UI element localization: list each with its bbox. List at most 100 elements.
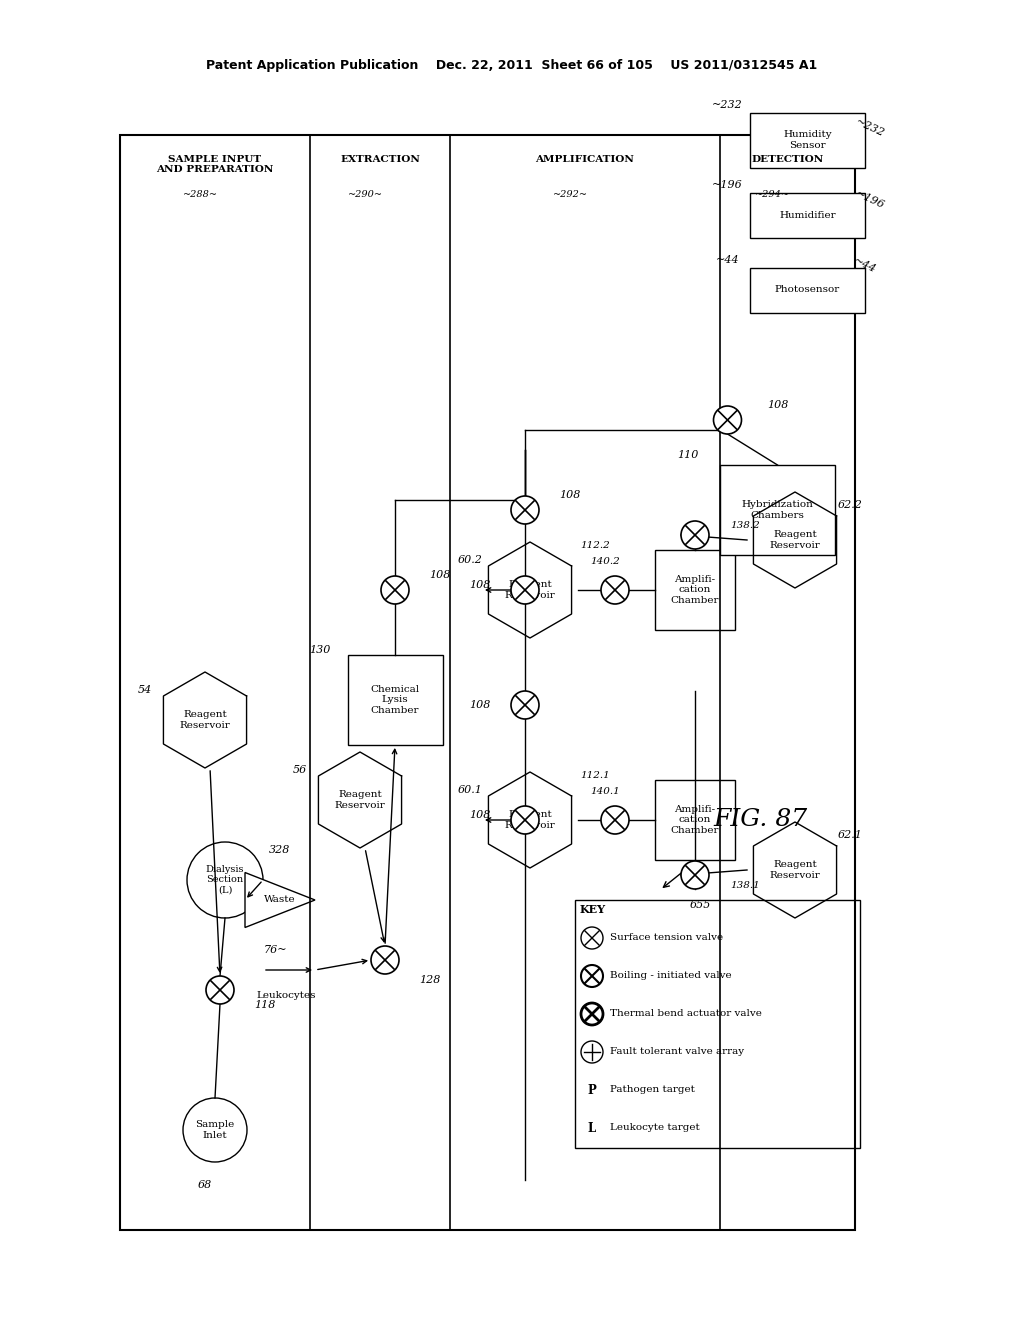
Circle shape: [183, 1098, 247, 1162]
Text: 108: 108: [469, 810, 490, 820]
Polygon shape: [164, 672, 247, 768]
Text: 108: 108: [469, 700, 490, 710]
Text: 138.2: 138.2: [730, 520, 760, 529]
Text: 328: 328: [269, 845, 291, 855]
Bar: [655, 780, 735, 861]
Bar: [120, 135, 855, 1230]
Text: 60.2: 60.2: [458, 554, 482, 565]
Text: ~196: ~196: [854, 189, 886, 211]
Text: Surface tension valve: Surface tension valve: [610, 933, 723, 942]
Circle shape: [601, 807, 629, 834]
Text: 62.1: 62.1: [838, 830, 862, 840]
Text: Amplifi-
cation
Chamber: Amplifi- cation Chamber: [671, 576, 719, 605]
Text: 108: 108: [429, 570, 451, 579]
Text: ~196: ~196: [712, 180, 742, 190]
Circle shape: [681, 861, 709, 888]
Polygon shape: [245, 873, 315, 928]
Circle shape: [371, 946, 399, 974]
Text: Reagent
Reservoir: Reagent Reservoir: [179, 710, 230, 730]
Text: 118: 118: [254, 1001, 275, 1010]
Text: Reagent
Reservoir: Reagent Reservoir: [770, 531, 820, 549]
Text: 56: 56: [293, 766, 307, 775]
Circle shape: [581, 1041, 603, 1063]
Text: ~232: ~232: [854, 117, 886, 139]
Text: 62.2: 62.2: [838, 500, 862, 510]
Polygon shape: [754, 492, 837, 587]
Text: AMPLIFICATION: AMPLIFICATION: [536, 154, 635, 164]
Circle shape: [511, 576, 539, 605]
Circle shape: [511, 690, 539, 719]
Text: 140.2: 140.2: [590, 557, 620, 566]
Circle shape: [206, 975, 234, 1005]
Text: Leukocytes: Leukocytes: [257, 990, 316, 999]
Text: 108: 108: [469, 579, 490, 590]
Text: FIG. 87: FIG. 87: [713, 808, 807, 832]
Text: KEY: KEY: [580, 904, 606, 915]
Text: Reagent
Reservoir: Reagent Reservoir: [335, 791, 385, 809]
Text: 110: 110: [677, 450, 698, 459]
Bar: [655, 550, 735, 630]
Text: 130: 130: [309, 645, 331, 655]
Bar: [575, 900, 860, 1148]
Circle shape: [581, 965, 603, 987]
Text: ~294~: ~294~: [755, 190, 790, 199]
Circle shape: [511, 496, 539, 524]
Text: 112.1: 112.1: [581, 771, 610, 780]
Text: 54: 54: [138, 685, 153, 696]
Circle shape: [581, 927, 603, 949]
Text: Humidifier: Humidifier: [779, 210, 836, 219]
Circle shape: [681, 521, 709, 549]
Circle shape: [714, 407, 741, 434]
Text: ~44: ~44: [852, 256, 878, 275]
Text: Patent Application Publication    Dec. 22, 2011  Sheet 66 of 105    US 2011/0312: Patent Application Publication Dec. 22, …: [207, 58, 817, 71]
Text: 60.1: 60.1: [458, 785, 482, 795]
Bar: [750, 112, 865, 168]
Text: 68: 68: [198, 1180, 212, 1191]
Circle shape: [381, 576, 409, 605]
Text: 108: 108: [767, 400, 788, 411]
Text: Chemical
Lysis
Chamber: Chemical Lysis Chamber: [371, 685, 420, 715]
Text: Sample
Inlet: Sample Inlet: [196, 1121, 234, 1139]
Bar: [720, 465, 835, 554]
Text: Thermal bend actuator valve: Thermal bend actuator valve: [610, 1010, 762, 1019]
Bar: [750, 193, 865, 238]
Text: Waste: Waste: [264, 895, 296, 904]
Text: Amplifi-
cation
Chamber: Amplifi- cation Chamber: [671, 805, 719, 836]
Text: Photosensor: Photosensor: [775, 285, 840, 294]
Circle shape: [601, 576, 629, 605]
Text: SAMPLE INPUT
AND PREPARATION: SAMPLE INPUT AND PREPARATION: [157, 154, 273, 174]
Polygon shape: [488, 772, 571, 869]
Text: ~292~: ~292~: [553, 190, 588, 199]
Text: Leukocyte target: Leukocyte target: [610, 1123, 699, 1133]
Text: 112.2: 112.2: [581, 540, 610, 549]
Text: DETECTION: DETECTION: [752, 154, 823, 164]
Text: ~288~: ~288~: [182, 190, 217, 199]
Text: ~290~: ~290~: [347, 190, 383, 199]
Text: Pathogen target: Pathogen target: [610, 1085, 695, 1094]
Text: 128: 128: [419, 975, 440, 985]
Circle shape: [581, 1003, 603, 1026]
Circle shape: [511, 807, 539, 834]
Text: Boiling - initiated valve: Boiling - initiated valve: [610, 972, 731, 981]
Text: ~44: ~44: [716, 255, 739, 265]
Text: 108: 108: [559, 490, 581, 500]
Text: 138.1: 138.1: [730, 880, 760, 890]
Text: 140.1: 140.1: [590, 788, 620, 796]
Polygon shape: [488, 543, 571, 638]
Text: ~232: ~232: [712, 100, 742, 110]
Text: 655: 655: [689, 900, 711, 909]
Text: 76~: 76~: [263, 945, 287, 954]
Bar: [750, 268, 865, 313]
Text: Humidity
Sensor: Humidity Sensor: [783, 131, 831, 149]
Circle shape: [187, 842, 263, 917]
Polygon shape: [318, 752, 401, 847]
Text: P: P: [588, 1084, 596, 1097]
Text: Dialysis
Section
(L): Dialysis Section (L): [206, 865, 245, 895]
Text: Reagent
Reservoir: Reagent Reservoir: [505, 581, 555, 599]
Text: L: L: [588, 1122, 596, 1134]
Polygon shape: [754, 822, 837, 917]
Text: Fault tolerant valve array: Fault tolerant valve array: [610, 1048, 744, 1056]
Text: Hybridization
Chambers: Hybridization Chambers: [741, 500, 813, 520]
Text: Reagent
Reservoir: Reagent Reservoir: [770, 861, 820, 879]
Text: Reagent
Reservoir: Reagent Reservoir: [505, 810, 555, 830]
